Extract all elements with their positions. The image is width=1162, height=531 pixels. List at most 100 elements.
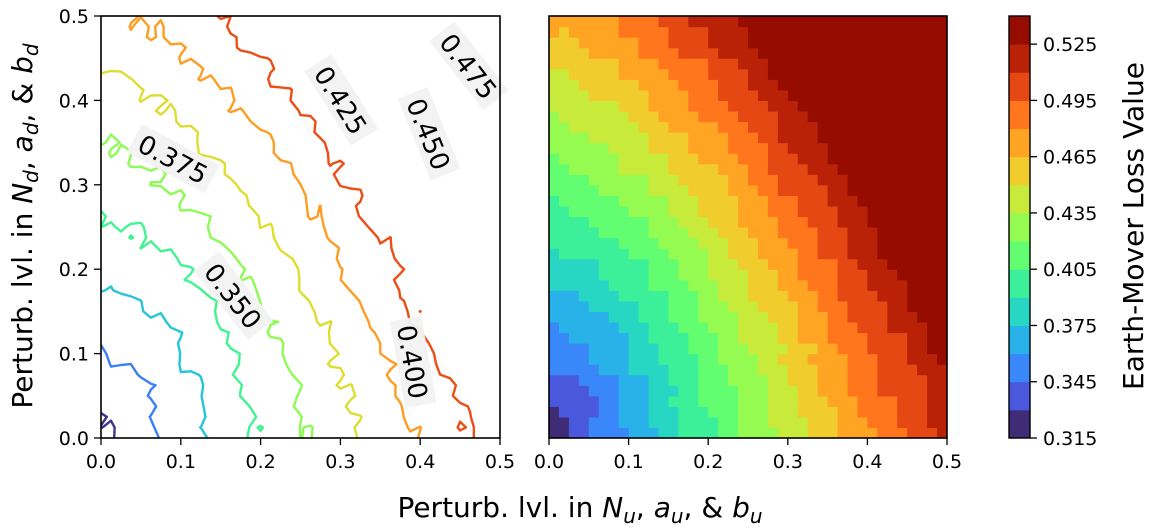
filled-cell	[907, 195, 918, 207]
filled-cell	[797, 195, 809, 207]
filled-cell	[927, 385, 938, 397]
filled-cell	[787, 205, 799, 218]
filled-cell	[568, 258, 580, 270]
filled-cell	[897, 343, 908, 355]
filled-cell	[777, 121, 789, 133]
filled-cell	[937, 237, 947, 249]
filled-cell	[648, 237, 660, 249]
filled-cell	[648, 374, 660, 386]
filled-cell	[578, 258, 590, 270]
filled-cell	[688, 205, 699, 218]
filled-cell	[648, 58, 660, 70]
filled-cell	[748, 248, 759, 260]
filled-cell	[837, 395, 849, 407]
filled-cell	[558, 16, 570, 28]
filled-cell	[757, 163, 769, 175]
filled-cell	[558, 332, 570, 344]
filled-cell	[907, 68, 918, 80]
filled-cell	[877, 406, 888, 418]
filled-cell	[678, 58, 689, 70]
filled-cell	[568, 47, 580, 59]
filled-cell	[767, 174, 779, 186]
filled-cell	[708, 227, 719, 239]
filled-cell	[728, 237, 739, 249]
filled-cell	[638, 353, 650, 365]
filled-cell	[917, 163, 928, 175]
filled-cell	[937, 100, 947, 112]
filled-cell	[558, 89, 570, 101]
filled-cell	[877, 79, 888, 91]
filled-cell	[757, 427, 769, 438]
filled-cell	[668, 89, 679, 101]
x-tick-label: 0.0	[86, 451, 116, 473]
filled-cell	[698, 142, 709, 154]
filled-cell	[817, 406, 829, 418]
filled-cell	[748, 332, 759, 344]
filled-cell	[648, 153, 660, 165]
filled-cell	[937, 364, 947, 376]
filled-cell	[927, 416, 938, 429]
filled-cell	[827, 100, 839, 112]
filled-cell	[708, 142, 719, 154]
filled-cell	[757, 374, 769, 386]
filled-cell	[887, 321, 898, 334]
filled-cell	[568, 153, 580, 165]
filled-cell	[658, 321, 669, 334]
filled-cell	[867, 311, 878, 323]
filled-cell	[718, 205, 729, 218]
filled-cell	[867, 416, 878, 429]
filled-cell	[907, 364, 918, 376]
filled-cell	[907, 406, 918, 418]
filled-cell	[718, 343, 729, 355]
filled-cell	[907, 58, 918, 70]
filled-cell	[887, 174, 898, 186]
filled-cell	[628, 100, 640, 112]
filled-cell	[887, 416, 898, 429]
filled-cell	[678, 258, 689, 270]
filled-cell	[728, 174, 739, 186]
filled-cell	[877, 58, 888, 70]
filled-cell	[797, 58, 809, 70]
filled-cell	[857, 89, 868, 101]
filled-cell	[847, 184, 859, 196]
filled-cell	[887, 100, 898, 112]
filled-cell	[578, 68, 590, 80]
filled-cell	[907, 279, 918, 291]
filled-cell	[588, 258, 600, 270]
filled-cell	[568, 37, 580, 49]
filled-cell	[748, 132, 759, 144]
filled-cell	[917, 121, 928, 133]
filled-cell	[628, 364, 640, 376]
filled-cell	[887, 58, 898, 70]
filled-cell	[937, 16, 947, 28]
filled-cell	[578, 343, 590, 355]
right-x-ticks: 0.0 0.1 0.2 0.3 0.4 0.5	[534, 438, 962, 473]
filled-cell	[698, 121, 709, 133]
filled-cell	[867, 184, 878, 196]
filled-cell	[757, 121, 769, 133]
filled-cell	[698, 195, 709, 207]
filled-cell	[608, 395, 620, 407]
filled-cell	[549, 37, 560, 49]
filled-cell	[598, 227, 610, 239]
filled-cell	[549, 374, 560, 386]
filled-cell	[558, 416, 570, 429]
filled-cell	[648, 416, 660, 429]
filled-cell	[688, 406, 699, 418]
filled-cell	[688, 258, 699, 270]
filled-cell	[937, 174, 947, 186]
filled-cell	[827, 227, 839, 239]
filled-cell	[877, 353, 888, 365]
filled-cell	[718, 58, 729, 70]
filled-cell	[728, 153, 739, 165]
colorbar-band	[1009, 16, 1030, 45]
filled-cell	[787, 332, 799, 344]
filled-cell	[568, 290, 580, 302]
filled-cell	[827, 248, 839, 260]
contour-label-bg	[304, 54, 379, 146]
y-tick-label: 0.4	[59, 90, 89, 112]
filled-cell	[817, 237, 829, 249]
filled-cell	[807, 395, 819, 407]
filled-cell	[887, 184, 898, 196]
filled-cell	[698, 248, 709, 260]
